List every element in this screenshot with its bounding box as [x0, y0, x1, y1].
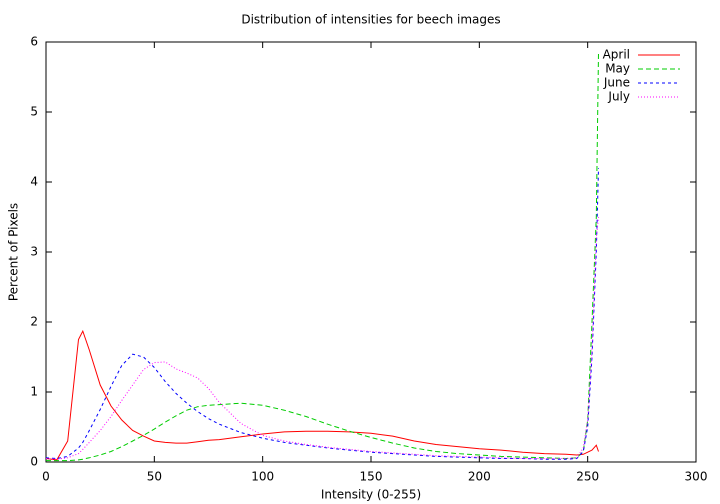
data-line: [45, 167, 599, 460]
y-tick-label: 3: [30, 245, 38, 259]
data-line: [45, 329, 599, 461]
y-tick-label: 4: [30, 175, 38, 189]
x-tick-label: 50: [147, 470, 162, 484]
chart-title: Distribution of intensities for beech im…: [241, 13, 500, 27]
x-tick-label: 150: [360, 470, 383, 484]
x-tick-label: 100: [251, 470, 274, 484]
x-tick-label: 200: [468, 470, 491, 484]
data-line: [46, 52, 599, 462]
y-axis-label: Percent of Pixels: [7, 203, 21, 301]
data-line: [45, 216, 599, 460]
plot-frame: [45, 41, 697, 463]
x-axis-label: Intensity (0-255): [321, 488, 421, 502]
y-tick-label: 1: [30, 385, 38, 399]
legend-label: June: [603, 76, 630, 90]
y-tick-label: 6: [30, 35, 38, 49]
x-tick-label: 250: [576, 470, 599, 484]
x-tick-label: 300: [685, 470, 708, 484]
legend-label: May: [605, 62, 630, 76]
x-tick-label: 0: [42, 470, 50, 484]
legend-label: April: [603, 48, 630, 62]
y-tick-label: 2: [30, 315, 38, 329]
legend-label: July: [607, 90, 630, 104]
y-tick-label: 5: [30, 105, 38, 119]
y-tick-label: 0: [30, 455, 38, 469]
